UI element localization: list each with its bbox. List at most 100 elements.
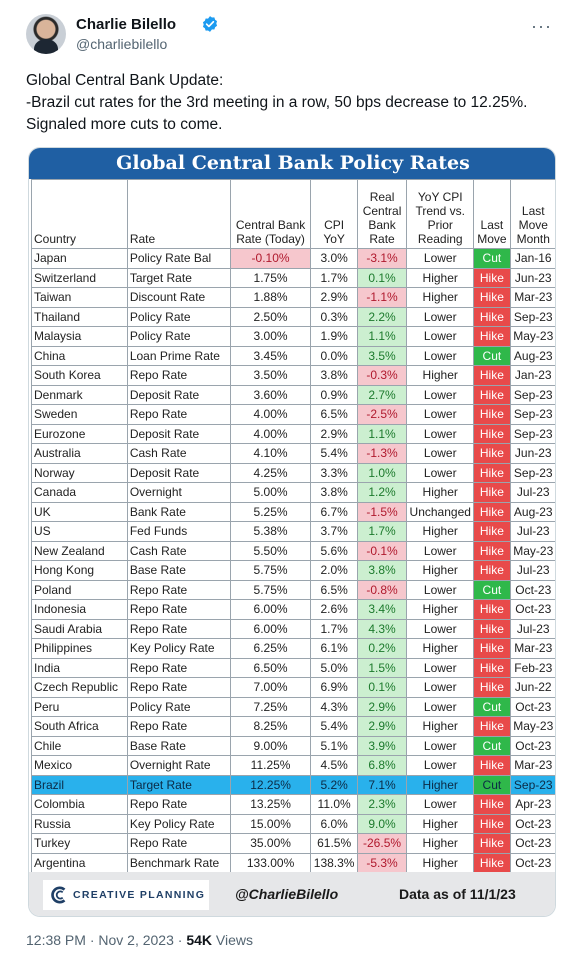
- cell-real-rate: -0.1%: [356, 540, 408, 561]
- cell-rate: Loan Prime Rate: [126, 345, 231, 366]
- tweet-line: -Brazil cut rates for the 3rd meeting in…: [26, 94, 528, 111]
- header-cpi-trend: YoY CPI Trend vs. Prior Reading: [406, 179, 475, 249]
- table-row: Sweden Repo Rate 4.00% 6.5% -2.5% Lower Hike Se…: [31, 404, 555, 425]
- cell-real-rate: 3.9%: [356, 735, 408, 756]
- cell-cpi-trend: Lower: [406, 326, 475, 347]
- author-handle[interactable]: @charliebilello: [76, 36, 168, 52]
- cell-rate: Bank Rate: [126, 501, 231, 522]
- avatar[interactable]: [26, 14, 66, 54]
- cell-real-rate: -1.5%: [356, 501, 408, 522]
- table-row: Norway Deposit Rate 4.25% 3.3% 1.0% Lower Hike…: [31, 462, 555, 483]
- cell-cpi: 5.1%: [310, 735, 358, 756]
- cell-cpi: 0.9%: [310, 384, 358, 405]
- cell-rate: Repo Rate: [126, 579, 231, 600]
- footer-handle: @CharlieBilello: [235, 886, 339, 902]
- cell-last-move: Cut: [473, 248, 511, 269]
- cell-last-move-month: Sep-23: [509, 423, 555, 444]
- cell-country: Japan: [31, 248, 128, 269]
- cell-last-move: Hike: [473, 443, 511, 464]
- table-row: Taiwan Discount Rate 1.88% 2.9% -1.1% Higher H…: [31, 287, 555, 308]
- tweet-text: Global Central Bank Update: -Brazil cut …: [26, 70, 556, 136]
- cell-cpi: 5.2%: [310, 774, 358, 795]
- cell-cpi-trend: Lower: [406, 540, 475, 561]
- table-row: Eurozone Deposit Rate 4.00% 2.9% 1.1% Lower Hi…: [31, 423, 555, 444]
- cell-real-rate: -0.3%: [356, 365, 408, 386]
- cell-rate: Repo Rate: [126, 677, 231, 698]
- tweet-line: Signaled more cuts to come.: [26, 116, 223, 133]
- cell-real-rate: 0.1%: [356, 677, 408, 698]
- cell-last-move: Hike: [473, 618, 511, 639]
- cell-cpi-trend: Lower: [406, 462, 475, 483]
- cell-cpi-trend: Higher: [406, 521, 475, 542]
- cell-last-move: Hike: [473, 267, 511, 288]
- cell-country: Chile: [31, 735, 128, 756]
- cell-cpi-trend: Lower: [406, 443, 475, 464]
- cell-rate: Base Rate: [126, 560, 231, 581]
- header-real-rate: Real Central Bank Rate: [356, 179, 408, 249]
- table-row: China Loan Prime Rate 3.45% 0.0% 3.5% Lower Cu…: [31, 345, 555, 366]
- cell-last-move-month: Mar-23: [509, 287, 555, 308]
- cell-cpi-trend: Lower: [406, 657, 475, 678]
- cell-cpi: 1.9%: [310, 326, 358, 347]
- cell-rate: Target Rate: [126, 774, 231, 795]
- cell-last-move: Hike: [473, 638, 511, 659]
- tweet-header: Charlie Bilello @charliebilello ···: [26, 14, 556, 58]
- cell-last-move-month: Oct-23: [509, 813, 555, 834]
- cell-cpi: 2.6%: [310, 599, 358, 620]
- cell-last-move: Cut: [473, 579, 511, 600]
- cell-last-move: Hike: [473, 833, 511, 854]
- cell-last-move-month: Jun-23: [509, 267, 555, 288]
- cell-real-rate: 1.7%: [356, 521, 408, 542]
- table-row: Philippines Key Policy Rate 6.25% 6.1% 0.2% H…: [31, 638, 555, 659]
- cell-last-move-month: Oct-23: [509, 735, 555, 756]
- cell-rate: Discount Rate: [126, 287, 231, 308]
- cell-last-move-month: Feb-23: [509, 657, 555, 678]
- cell-rate: Policy Rate: [126, 696, 231, 717]
- cell-last-move-month: Jun-22: [509, 677, 555, 698]
- cell-cpi: 3.7%: [310, 521, 358, 542]
- cell-central-bank-rate: 3.45%: [229, 345, 312, 366]
- verified-badge-icon: [202, 16, 218, 32]
- cell-country: New Zealand: [31, 540, 128, 561]
- cell-central-bank-rate: 133.00%: [229, 852, 312, 873]
- cell-central-bank-rate: 9.00%: [229, 735, 312, 756]
- cell-cpi-trend: Lower: [406, 755, 475, 776]
- more-options-icon[interactable]: ···: [531, 16, 552, 36]
- cell-real-rate: 2.2%: [356, 306, 408, 327]
- cell-rate: Repo Rate: [126, 599, 231, 620]
- media-card[interactable]: Global Central Bank Policy Rates Country…: [28, 147, 556, 917]
- cell-rate: Deposit Rate: [126, 384, 231, 405]
- cell-last-move: Hike: [473, 384, 511, 405]
- cell-last-move-month: Jul-23: [509, 521, 555, 542]
- table-row: Saudi Arabia Repo Rate 6.00% 1.7% 4.3% Lower H…: [31, 618, 555, 639]
- cell-central-bank-rate: 11.25%: [229, 755, 312, 776]
- cell-rate: Cash Rate: [126, 443, 231, 464]
- cell-real-rate: 9.0%: [356, 813, 408, 834]
- cell-last-move-month: Oct-23: [509, 599, 555, 620]
- cell-central-bank-rate: 2.50%: [229, 306, 312, 327]
- cell-last-move-month: Mar-23: [509, 638, 555, 659]
- cell-country: Taiwan: [31, 287, 128, 308]
- cell-rate: Benchmark Rate: [126, 852, 231, 873]
- table-row: Australia Cash Rate 4.10% 5.4% -1.3% Lower Hik…: [31, 443, 555, 464]
- cell-cpi-trend: Lower: [406, 579, 475, 600]
- cell-cpi-trend: Lower: [406, 696, 475, 717]
- cell-cpi: 6.5%: [310, 579, 358, 600]
- cell-cpi: 6.9%: [310, 677, 358, 698]
- cell-cpi: 11.0%: [310, 794, 358, 815]
- cell-rate: Target Rate: [126, 267, 231, 288]
- header-rate: Rate: [126, 179, 231, 249]
- cell-cpi: 6.0%: [310, 813, 358, 834]
- cell-country: Saudi Arabia: [31, 618, 128, 639]
- author-name[interactable]: Charlie Bilello: [76, 16, 177, 33]
- cell-real-rate: 0.1%: [356, 267, 408, 288]
- cell-country: Philippines: [31, 638, 128, 659]
- cell-rate: Key Policy Rate: [126, 813, 231, 834]
- cell-cpi: 1.7%: [310, 267, 358, 288]
- cell-cpi: 6.7%: [310, 501, 358, 522]
- cell-cpi-trend: Lower: [406, 618, 475, 639]
- cell-cpi: 5.0%: [310, 657, 358, 678]
- cell-rate: Repo Rate: [126, 618, 231, 639]
- cell-cpi-trend: Higher: [406, 560, 475, 581]
- tweet-timestamp[interactable]: 12:38 PM · Nov 2, 2023 ·: [26, 932, 187, 948]
